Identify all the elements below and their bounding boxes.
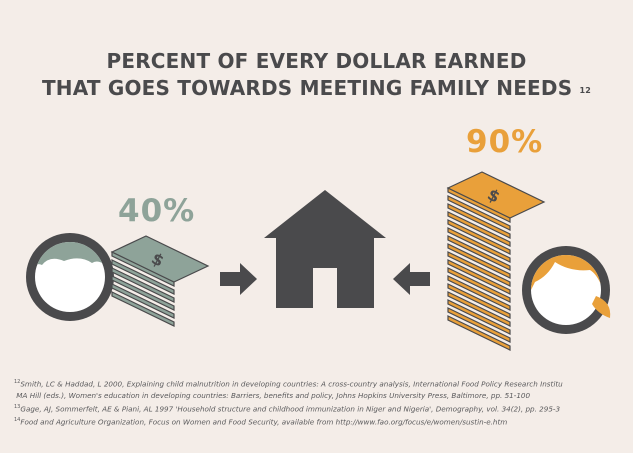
money-stack-icon: $ (446, 171, 546, 351)
footnote-item: MA Hill (eds.), Women's education in dev… (16, 390, 531, 400)
men-percent-label: 40% (118, 193, 196, 229)
page-title: PERCENT OF EVERY DOLLAR EARNED THAT GOES… (0, 48, 633, 102)
man-face-icon (26, 233, 114, 321)
title-footnote-ref: 12 (579, 86, 592, 95)
arrow-right-icon (220, 263, 257, 295)
title-line-2: THAT GOES TOWARDS MEETING FAMILY NEEDS 1… (0, 75, 633, 102)
arrow-left-icon (393, 263, 430, 295)
women-percent-label: 90% (466, 124, 544, 160)
house-icon (264, 190, 386, 308)
woman-face-icon (522, 246, 611, 334)
footnote-item: 13Gage, AJ, Sommerfelt, AE & Piani, AL 1… (14, 403, 561, 413)
money-stack-icon: $ (110, 235, 210, 327)
title-line-2-text: THAT GOES TOWARDS MEETING FAMILY NEEDS (41, 76, 573, 100)
title-line-1: PERCENT OF EVERY DOLLAR EARNED (106, 49, 527, 73)
footnote-item: 14Food and Agriculture Organization, Foc… (14, 416, 508, 426)
footnote-item: 12Smith, LC & Haddad, L 2000, Explaining… (14, 379, 563, 389)
footnotes: 12Smith, LC & Haddad, L 2000, Explaining… (14, 378, 633, 429)
